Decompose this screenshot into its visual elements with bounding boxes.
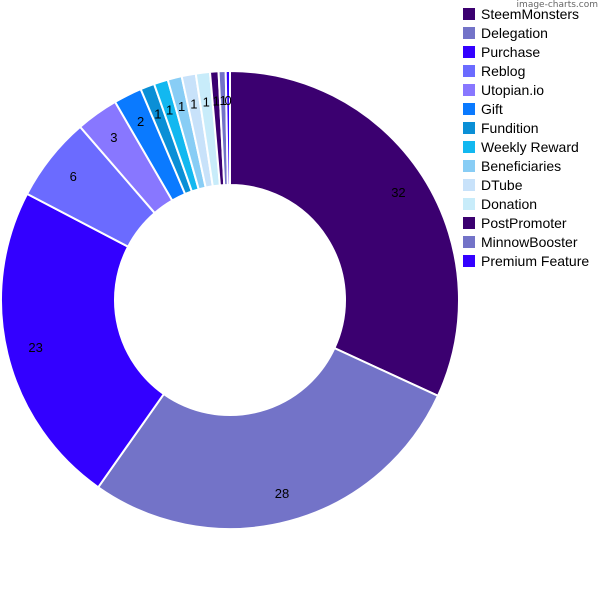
legend-label: PostPromoter (481, 214, 567, 231)
slice-label-dtube: 1 (190, 96, 197, 111)
slice-label-utopian-io: 3 (110, 130, 117, 145)
legend-label: Utopian.io (481, 81, 545, 98)
slice-label-gift: 2 (137, 114, 144, 129)
legend-swatch (463, 121, 475, 134)
slice-label-purchase: 23 (28, 340, 42, 355)
slice-label-weekly-reward: 1 (166, 102, 173, 117)
slice-label-premium-feature: 0 (225, 93, 232, 108)
slice-label-fundition: 1 (154, 106, 161, 121)
legend-swatch (463, 102, 475, 115)
legend-label: Beneficiaries (481, 157, 562, 174)
legend-label: DTube (481, 176, 523, 193)
legend-item-reblog: Reblog (463, 61, 589, 80)
legend-label: SteemMonsters (481, 5, 580, 22)
legend-swatch (463, 64, 475, 77)
legend-item-minnowbooster: MinnowBooster (463, 232, 589, 251)
legend-item-beneficiaries: Beneficiaries (463, 156, 589, 175)
slice-label-postpromoter: 1 (213, 93, 220, 108)
legend-item-gift: Gift (463, 99, 589, 118)
legend-label: Premium Feature (481, 252, 590, 269)
legend: SteemMonsters Delegation Purchase Reblog Uto… (463, 4, 589, 270)
slice-label-delegation: 28 (275, 486, 289, 501)
slice-purchase (0, 192, 166, 489)
legend-swatch (463, 197, 475, 210)
slice-label-steemmonsters: 32 (391, 185, 405, 200)
legend-swatch (463, 140, 475, 153)
legend-swatch (463, 26, 475, 39)
legend-label: Purchase (481, 43, 541, 60)
slice-label-donation: 1 (203, 94, 210, 109)
legend-swatch (463, 83, 475, 96)
legend-label: MinnowBooster (481, 233, 578, 250)
legend-swatch (463, 45, 475, 58)
legend-item-steemmonsters: SteemMonsters (463, 4, 589, 23)
legend-item-utopian-io: Utopian.io (463, 80, 589, 99)
legend-item-postpromoter: PostPromoter (463, 213, 589, 232)
legend-swatch (463, 235, 475, 248)
legend-label: Donation (481, 195, 538, 212)
slice-premium-feature (224, 69, 231, 187)
legend-item-weekly-reward: Weekly Reward (463, 137, 589, 156)
legend-item-fundition: Fundition (463, 118, 589, 137)
slice-label-minnowbooster: 1 (220, 93, 227, 108)
slice-label-reblog: 6 (70, 169, 77, 184)
legend-item-premium-feature: Premium Feature (463, 251, 589, 270)
legend-item-delegation: Delegation (463, 23, 589, 42)
legend-item-purchase: Purchase (463, 42, 589, 61)
legend-swatch (463, 216, 475, 229)
legend-swatch (463, 254, 475, 267)
legend-label: Gift (481, 100, 503, 117)
legend-swatch (463, 159, 475, 172)
slice-delegation (96, 346, 440, 530)
legend-label: Weekly Reward (481, 138, 579, 155)
slice-label-beneficiaries: 1 (178, 99, 185, 114)
legend-swatch (463, 7, 475, 20)
legend-label: Delegation (481, 24, 548, 41)
legend-item-donation: Donation (463, 194, 589, 213)
slice-steemmonsters (229, 69, 460, 398)
legend-label: Reblog (481, 62, 526, 79)
legend-label: Fundition (481, 119, 539, 136)
legend-swatch (463, 178, 475, 191)
legend-item-dtube: DTube (463, 175, 589, 194)
watermark: image-charts.com (516, 0, 598, 10)
